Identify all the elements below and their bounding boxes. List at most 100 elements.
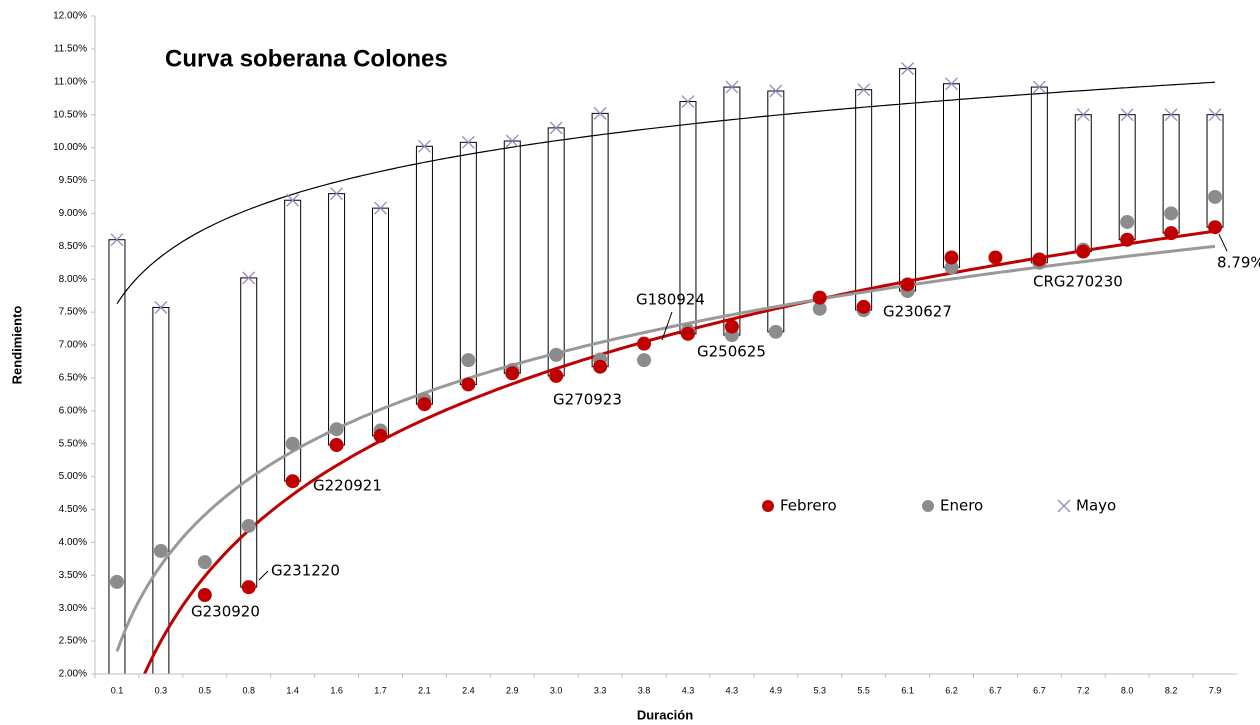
x-tick-label: 4.3 <box>682 685 695 695</box>
high-low-bar <box>1030 86 1048 264</box>
annotation: G220921 <box>313 477 382 495</box>
marker-dot <box>1208 220 1223 235</box>
high-low-bar <box>372 207 389 437</box>
marker-x <box>1076 108 1090 122</box>
x-tick-label: 6.1 <box>901 685 914 695</box>
high-low-bar <box>240 277 258 588</box>
high-low-bar <box>328 193 346 446</box>
marker-dot <box>637 336 652 351</box>
x-tick-label: 8.0 <box>1121 685 1134 695</box>
y-tick-label: 12.00% <box>53 11 87 22</box>
marker-dot <box>373 428 388 443</box>
marker-dot <box>593 359 608 374</box>
high-low-bar <box>503 140 521 374</box>
marker-dot <box>197 588 212 603</box>
marker-x <box>945 77 958 91</box>
high-low-bar <box>1074 114 1092 253</box>
marker-dot <box>109 574 124 589</box>
trendline <box>142 229 1216 674</box>
trendline <box>116 81 1216 305</box>
y-tick-label: 11.00% <box>54 76 87 87</box>
y-tick-label: 6.50% <box>59 373 87 384</box>
high-low-bar <box>1206 114 1224 228</box>
x-tick-label: 1.7 <box>374 685 387 695</box>
marker-x <box>286 193 300 207</box>
marker-x <box>461 135 475 149</box>
annotation: G250625 <box>697 343 766 361</box>
marker-x <box>154 301 168 314</box>
marker-dot <box>197 555 212 570</box>
marker-dot <box>505 366 520 381</box>
annotation: CRG270230 <box>1033 273 1123 291</box>
x-tick-label: 3.3 <box>594 685 607 695</box>
high-low-bar <box>108 239 126 674</box>
marker-dot <box>1032 252 1047 267</box>
y-tick-label: 5.00% <box>59 471 87 482</box>
marker-x <box>901 62 915 76</box>
high-low-bar <box>459 141 477 385</box>
marker-dot <box>856 299 871 314</box>
annotation: G270923 <box>553 391 622 409</box>
high-low-bar <box>152 306 170 674</box>
marker-x <box>417 139 431 153</box>
high-low-bar <box>591 112 609 368</box>
marker-dot <box>110 693 124 707</box>
marker-dot <box>153 543 168 558</box>
high-low-bar <box>723 86 741 336</box>
leader-line <box>1218 234 1228 252</box>
leader-line <box>258 570 269 581</box>
marker-x <box>1120 108 1134 122</box>
marker-x <box>110 233 124 247</box>
high-low-bar <box>943 83 960 268</box>
x-tick-label: 7.9 <box>1209 685 1222 695</box>
x-tick-label: 0.3 <box>155 685 168 695</box>
marker-dot <box>549 368 564 383</box>
marker-dot <box>417 397 432 412</box>
y-tick-label: 2.00% <box>59 669 87 680</box>
x-tick-label: 6.7 <box>989 685 1002 695</box>
x-tick-label: 2.1 <box>418 685 431 695</box>
y-tick-label: 11.50% <box>54 44 87 55</box>
x-tick-label: 8.2 <box>1165 685 1178 695</box>
x-tick-label: 1.4 <box>286 685 299 695</box>
y-tick-label: 7.50% <box>59 307 87 318</box>
marker-x <box>681 95 695 108</box>
legend-label: Mayo <box>1076 497 1116 515</box>
y-axis-title: Rendimiento <box>9 306 24 385</box>
annotation: G180924 <box>636 291 705 309</box>
marker-dot <box>549 347 564 362</box>
marker-dot <box>285 474 300 489</box>
marker-x <box>242 271 256 285</box>
marker-dot <box>768 324 783 339</box>
legend-label: Enero <box>940 497 983 515</box>
marker-dot <box>724 319 739 334</box>
legend-marker <box>762 500 774 512</box>
y-tick-label: 3.50% <box>59 570 87 581</box>
annotation: G231220 <box>271 562 340 580</box>
marker-x <box>593 106 607 120</box>
x-tick-label: 6.2 <box>945 685 958 695</box>
marker-x <box>1164 108 1178 122</box>
x-axis-title: Duración <box>637 707 693 722</box>
y-tick-label: 9.50% <box>59 175 87 186</box>
marker-dot <box>285 436 300 451</box>
data-label: 8.79% <box>1217 254 1260 272</box>
x-tick-label: 3.0 <box>550 685 563 695</box>
high-low-bar <box>767 90 785 333</box>
y-tick-label: 3.00% <box>59 603 87 614</box>
y-tick-label: 4.00% <box>59 537 87 548</box>
marker-dot <box>1164 226 1179 241</box>
marker-dot <box>1120 232 1135 247</box>
x-tick-label: 5.5 <box>857 685 870 695</box>
marker-x <box>857 83 871 97</box>
marker-dot <box>241 518 256 533</box>
marker-dot <box>461 353 476 368</box>
legend-marker <box>1057 499 1071 513</box>
x-tick-label: 6.7 <box>1033 685 1046 695</box>
y-tick-label: 5.50% <box>59 438 87 449</box>
high-low-bar <box>547 127 565 377</box>
y-tick-label: 2.50% <box>59 636 87 647</box>
x-tick-label: 4.9 <box>770 685 783 695</box>
annotation: G230627 <box>883 303 952 321</box>
